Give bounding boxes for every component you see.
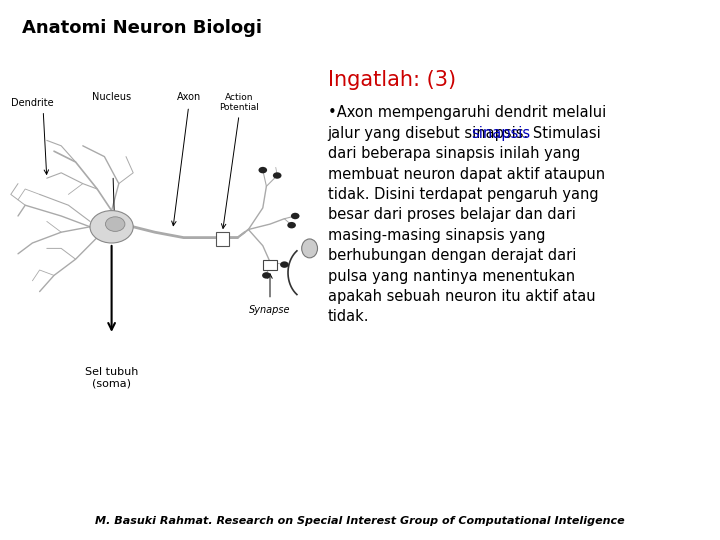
- Circle shape: [291, 213, 300, 219]
- Text: •Axon mempengaruhi dendrit melalui
jalur yang disebut sinapsis. Stimulasi
dari b: •Axon mempengaruhi dendrit melalui jalur…: [328, 105, 606, 325]
- Circle shape: [258, 167, 267, 173]
- Text: Anatomi Neuron Biologi: Anatomi Neuron Biologi: [22, 19, 261, 37]
- Circle shape: [262, 272, 271, 279]
- Text: sinapsis: sinapsis: [472, 126, 531, 141]
- Circle shape: [90, 211, 133, 243]
- Text: Dendrite: Dendrite: [11, 98, 54, 107]
- Circle shape: [273, 172, 282, 179]
- Bar: [263, 260, 277, 270]
- Text: Nucleus: Nucleus: [92, 92, 131, 102]
- Circle shape: [287, 222, 296, 228]
- Bar: [216, 232, 229, 246]
- Circle shape: [106, 217, 125, 232]
- Text: Sel tubuh
(soma): Sel tubuh (soma): [85, 367, 138, 389]
- Text: Action
Potential: Action Potential: [219, 93, 259, 112]
- Circle shape: [280, 261, 289, 268]
- Text: M. Basuki Rahmat. Research on Special Interest Group of Computational Inteligenc: M. Basuki Rahmat. Research on Special In…: [95, 516, 625, 526]
- Text: Axon: Axon: [176, 92, 201, 102]
- Text: Synapse: Synapse: [249, 305, 291, 315]
- Text: Ingatlah: (3): Ingatlah: (3): [328, 70, 456, 90]
- Ellipse shape: [302, 239, 318, 258]
